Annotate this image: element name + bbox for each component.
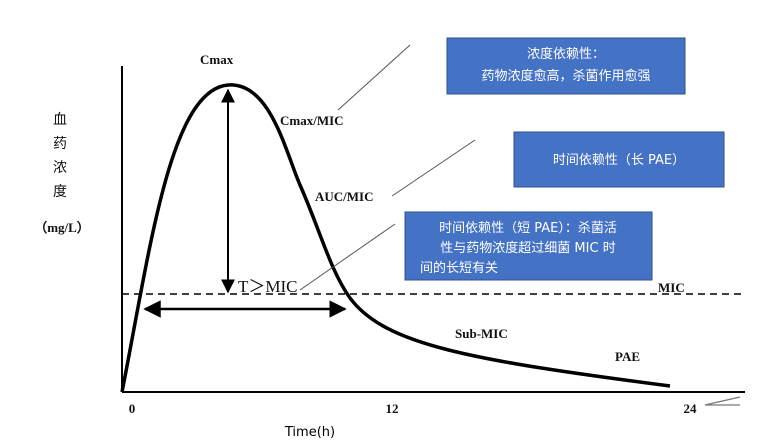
mic-label: MIC xyxy=(658,280,685,295)
box: 浓度依赖性： 药物浓度愈高，杀菌作用愈强 xyxy=(446,37,686,95)
box-bg xyxy=(404,211,653,281)
y-unit: （mg/L） xyxy=(34,220,90,235)
leader-line xyxy=(337,44,411,111)
cmax-mic-label: Cmax/MIC xyxy=(280,113,344,128)
auc-mic-label: AUC/MIC xyxy=(315,189,374,204)
y-label-char: 浓 xyxy=(53,160,67,176)
leader-line xyxy=(391,139,476,197)
box-bg xyxy=(446,37,686,95)
concentration-curve xyxy=(120,83,671,393)
y-label-char: 血 xyxy=(53,112,67,128)
box-bg xyxy=(513,131,725,188)
pae-label: PAE xyxy=(615,349,640,364)
x-label: Time(h) xyxy=(284,425,335,440)
box-text: 性与药物浓度超过细菌 MIC 时 xyxy=(440,240,615,256)
t-mic-label: T＞MIC xyxy=(238,277,298,296)
box-text: 时间依赖性（短 PAE）：杀菌活 xyxy=(439,221,617,236)
box-text: 间的长短有关 xyxy=(420,260,498,276)
x-tick-label: 12 xyxy=(386,401,399,416)
box: 时间依赖性（短 PAE）：杀菌活 性与药物浓度超过细菌 MIC 时 间的长短有关 xyxy=(404,211,653,281)
x-tick-label: 24 xyxy=(684,401,698,416)
box: 时间依赖性（长 PAE） xyxy=(513,131,725,188)
y-label-char: 药 xyxy=(53,136,67,152)
axis-end-mark xyxy=(704,396,741,406)
box-text: 浓度依赖性： xyxy=(527,46,605,62)
box-text: 药物浓度愈高，杀菌作用愈强 xyxy=(481,68,650,84)
y-label-char: 度 xyxy=(53,184,67,200)
box-text: 时间依赖性（长 PAE） xyxy=(553,153,685,168)
leader-line xyxy=(299,223,396,291)
cmax-label: Cmax xyxy=(200,52,234,67)
x-tick-label: 0 xyxy=(129,401,136,416)
sub-mic-label: Sub-MIC xyxy=(455,326,508,341)
